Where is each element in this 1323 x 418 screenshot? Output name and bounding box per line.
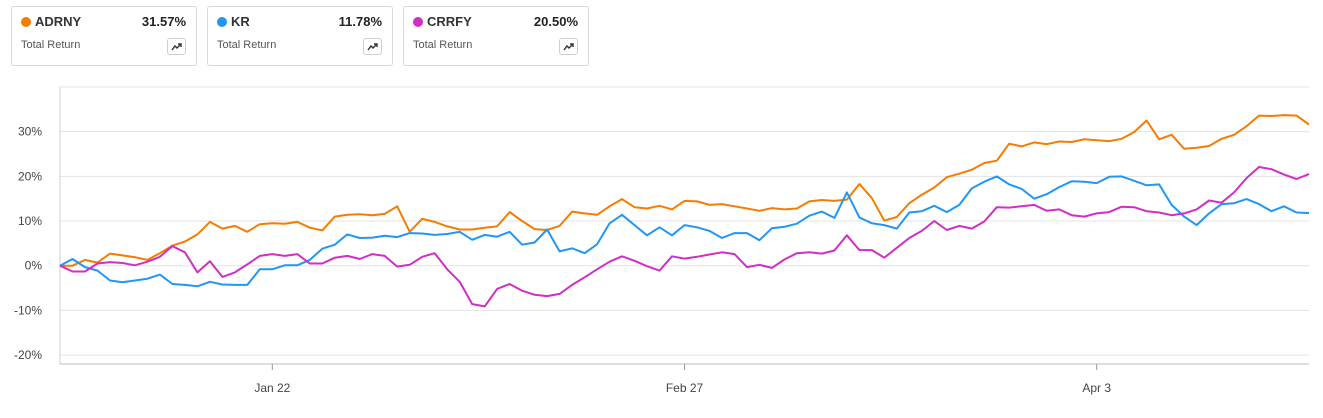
total-return-value: 31.57% — [141, 14, 186, 29]
total-return-label: Total Return — [217, 39, 277, 51]
total-return-label: Total Return — [21, 39, 81, 51]
y-tick-label: -10% — [14, 303, 42, 317]
ticker-symbol: ADRNY — [35, 14, 82, 29]
series-line-adrny — [60, 114, 1310, 267]
y-tick-label: 30% — [18, 125, 42, 139]
ticker-card-crrfy[interactable]: CRRFY 20.50% Total Return — [403, 6, 589, 66]
total-return-label: Total Return — [413, 39, 473, 51]
y-axis: 30% 20% 10% 0% -10% -20% — [14, 87, 61, 364]
chart-grid — [60, 86, 1309, 356]
series-line-kr — [59, 175, 1310, 288]
trend-chart-icon[interactable] — [167, 38, 186, 55]
y-tick-label: 10% — [18, 214, 42, 228]
y-tick-label: 0% — [25, 259, 43, 273]
x-tick-label: Feb 27 — [666, 381, 704, 395]
series-line-crrfy — [59, 166, 1310, 308]
ticker-cards: ADRNY 31.57% Total Return KR 11.78% Tota… — [11, 6, 589, 66]
ticker-symbol: KR — [231, 14, 250, 29]
ticker-card-adrny[interactable]: ADRNY 31.57% Total Return — [11, 6, 197, 66]
series-dot — [217, 17, 227, 27]
ticker-symbol: CRRFY — [427, 14, 472, 29]
x-tick-label: Jan 22 — [254, 381, 290, 395]
ticker-card-kr[interactable]: KR 11.78% Total Return — [207, 6, 393, 66]
y-tick-label: 20% — [18, 169, 42, 183]
y-tick-label: -20% — [14, 348, 42, 362]
series-dot — [21, 17, 31, 27]
total-return-value: 20.50% — [533, 14, 578, 29]
series-dot — [413, 17, 423, 27]
total-return-value: 11.78% — [338, 14, 382, 29]
trend-chart-icon[interactable] — [363, 38, 382, 55]
series-lines — [59, 114, 1310, 308]
x-tick-label: Apr 3 — [1082, 381, 1111, 395]
trend-chart-icon[interactable] — [559, 38, 578, 55]
